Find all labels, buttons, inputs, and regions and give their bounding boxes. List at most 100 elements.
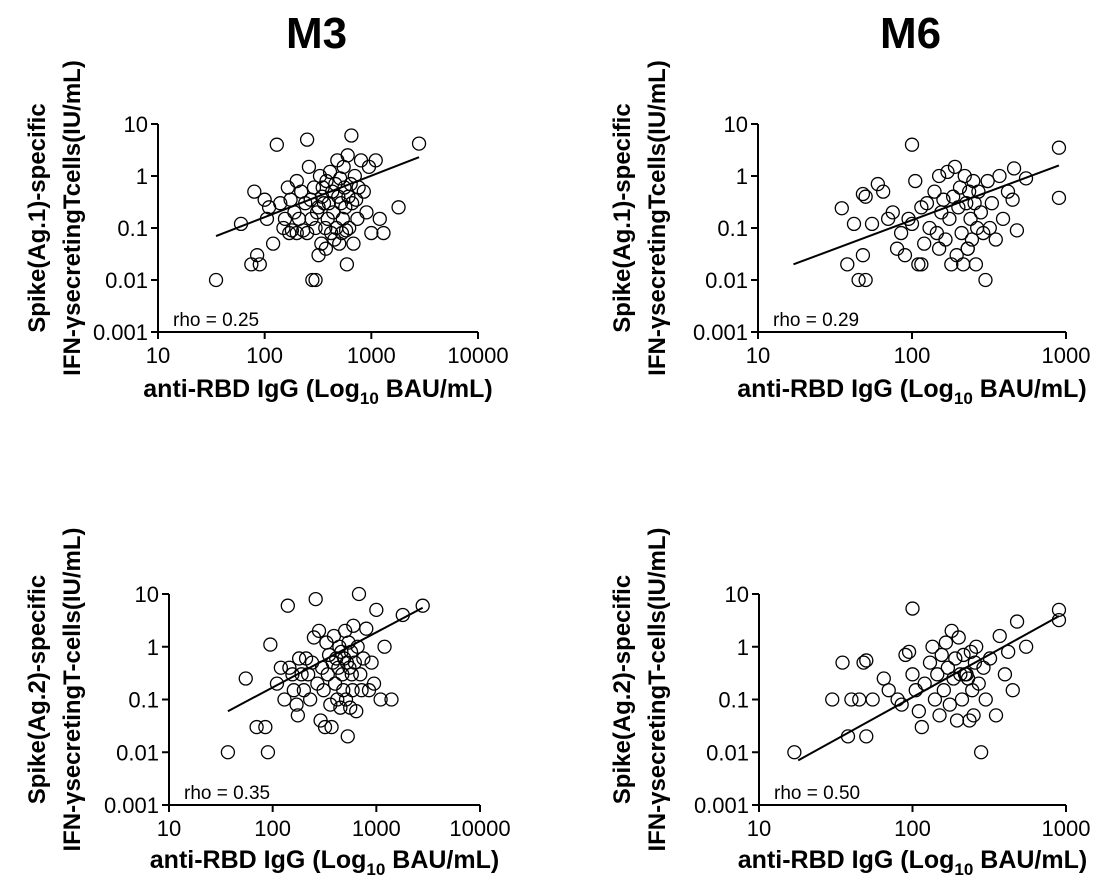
panel-4-data-point — [1005, 683, 1020, 698]
panel-2-data-point — [980, 173, 995, 189]
panel-1-x-axis-label: anti-RBD IgG (Log10 BAU/mL) — [143, 375, 492, 408]
panel-3-data-point — [354, 683, 369, 698]
panel-3-y-tick-label: 0.001 — [104, 793, 159, 818]
panel-3-data-point — [269, 676, 285, 691]
panel-3-y-axis-label: IFN-γsecretingT-cells(IU/mL) — [59, 527, 86, 851]
panel-1-data-point — [308, 272, 323, 288]
panel-2-x-axis-label: anti-RBD IgG (Log10 BAU/mL) — [737, 375, 1086, 408]
panel-4-y-axis-label: Spike(Ag.2)-specific — [609, 575, 636, 804]
panel-2-rho-annotation: rho = 0.29 — [773, 310, 859, 331]
panel-1-data-point — [350, 211, 365, 226]
panel-4-data-point — [956, 647, 971, 663]
panel-3-data-point — [317, 719, 333, 735]
panel-2-data-point — [956, 257, 971, 272]
panel-2-data-point — [971, 184, 986, 199]
panel-3-data-point — [289, 697, 304, 712]
panel-2-data-point — [846, 216, 862, 232]
panel-2-x-tick-label: 10 — [746, 343, 770, 368]
panel-4-data-point — [925, 639, 940, 654]
panel-2-data-point — [931, 241, 947, 256]
panel-2-data-point — [936, 192, 951, 207]
panel-2-y-axis-label: Spike(Ag.1)-specific — [609, 103, 636, 332]
panel-4-data-point — [825, 692, 840, 707]
panel-3-data-point — [364, 655, 379, 670]
panel-3-data-point — [260, 745, 276, 760]
panel-1-data-point — [351, 180, 366, 195]
panel-1-data-point — [257, 192, 272, 207]
panel-1-data-point — [305, 272, 320, 288]
panel-4-data-point — [938, 635, 954, 650]
panel-4-data-point — [840, 729, 856, 744]
panel-2-data-point — [954, 225, 969, 241]
panel-2-data-point — [978, 272, 993, 288]
panel-4-data-point — [1018, 639, 1034, 654]
panel-4-data-point — [835, 655, 850, 670]
panel-1-data-point — [391, 200, 406, 215]
panel-1-y-axis-label: IFN-γsecretingTcells(IU/mL) — [59, 60, 86, 376]
panel-3-data-point — [327, 676, 343, 691]
panel-1-data-point — [340, 148, 355, 163]
panel-3-data-point — [356, 651, 371, 666]
panel-2-data-point — [960, 241, 975, 256]
panel-4-data-point — [859, 729, 874, 744]
panel-4-data-point — [951, 630, 966, 645]
panel-4-data-point — [856, 655, 871, 670]
panel-1-x-tick-label: 100 — [246, 343, 283, 368]
panel-1-data-point — [353, 153, 369, 168]
panel-1-data-point — [233, 216, 249, 232]
panel-1-data-point — [339, 257, 355, 272]
panel-3-data-point — [336, 683, 351, 698]
panel-2-data-point — [922, 220, 937, 236]
panel-2-data-point — [893, 225, 909, 241]
panel-3-data-point — [341, 635, 356, 650]
panel-3-data-point — [373, 692, 388, 707]
panel-4-data-point — [911, 704, 927, 719]
panel-4-data-point — [890, 692, 905, 707]
panel-2-data-point — [964, 232, 980, 247]
panel-1-data-point — [301, 159, 317, 174]
panel-1-fit-line — [215, 156, 420, 237]
panel-1-y-tick-label: 0.1 — [117, 216, 148, 241]
panel-1-x-tick-label: 10 — [146, 343, 170, 368]
panel-4-data-point — [949, 713, 965, 728]
panel-2-data-point — [870, 176, 885, 192]
panel-3-data-point — [345, 683, 360, 698]
panel-3-y-tick-label: 0.01 — [116, 740, 159, 765]
panel-4-data-point — [992, 628, 1007, 644]
panel-2-data-point — [927, 184, 942, 199]
panel-2-y-tick-label: 1 — [736, 164, 748, 189]
panel-1-data-point — [314, 236, 329, 251]
panel-4-data-point — [967, 655, 983, 670]
panel-3-data-point — [320, 667, 335, 682]
panel-3-data-point — [280, 598, 295, 613]
panel-1-data-point — [328, 176, 343, 192]
panel-2-data-point — [959, 196, 974, 211]
panel-3-y-axis-label: Spike(Ag.2)-specific — [24, 575, 51, 804]
panel-1-data-point — [259, 211, 275, 226]
panel-4-data-point — [852, 692, 867, 707]
panel-1-data-point — [269, 137, 284, 152]
panel-1-y-tick-label: 10 — [124, 112, 148, 137]
panel-2-data-point — [947, 159, 963, 174]
panel-4-data-point — [876, 671, 891, 686]
panel-1-data-point — [277, 211, 293, 226]
panel-4-data-point — [982, 651, 998, 666]
panel-2-data-point — [1009, 223, 1025, 238]
panel-1-x-tick-label: 1000 — [347, 343, 396, 368]
panel-3-data-point — [377, 639, 392, 654]
panel-4-y-tick-label: 1 — [737, 635, 749, 660]
panel-3-data-point — [296, 683, 312, 698]
panel-4-data-point — [901, 644, 917, 660]
panel-4-y-tick-label: 0.1 — [718, 688, 749, 713]
panel-3-data-point — [303, 692, 318, 707]
panel-4-data-point — [917, 676, 932, 691]
panel-1-data-point — [322, 164, 338, 180]
panel-4-x-tick-label: 1000 — [1042, 816, 1091, 841]
panel-2-data-point — [855, 186, 871, 202]
panel-2-y-tick-label: 0.001 — [693, 320, 748, 345]
panel-4-y-tick-label: 0.01 — [706, 740, 749, 765]
panel-3-data-point — [340, 729, 355, 744]
panel-3-x-axis-label: anti-RBD IgG (Log10 BAU/mL) — [150, 846, 499, 879]
panel-4-data-point — [988, 708, 1004, 723]
